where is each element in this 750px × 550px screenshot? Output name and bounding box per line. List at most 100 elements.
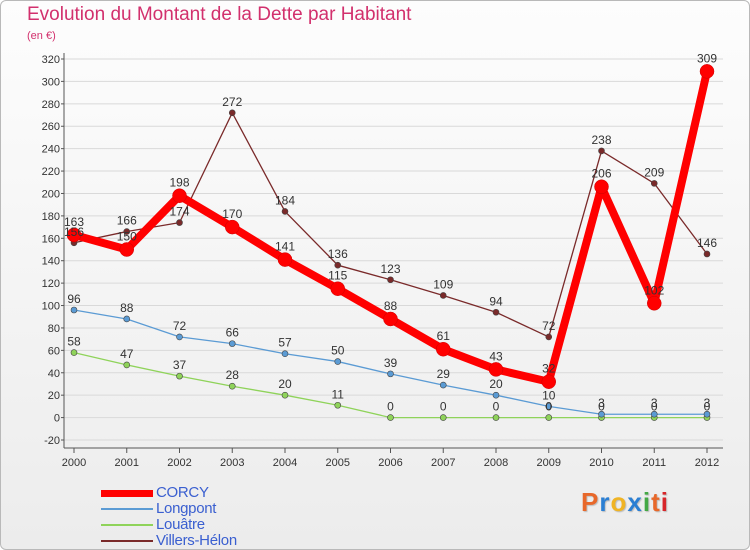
data-point-corcy <box>277 252 293 267</box>
data-label-villers-helon: 136 <box>328 247 348 261</box>
data-point-villers-helon <box>703 250 711 258</box>
data-label-longpont: 88 <box>120 301 134 315</box>
data-label-corcy: 170 <box>222 207 242 221</box>
y-tick-label: 220 <box>42 166 60 178</box>
data-label-corcy: 309 <box>697 51 717 65</box>
data-label-villers-helon: 94 <box>489 294 503 308</box>
data-label-louatre: 0 <box>651 400 658 414</box>
data-point-longpont <box>281 350 289 358</box>
x-tick-label: 2002 <box>167 457 191 469</box>
data-point-corcy <box>66 227 82 243</box>
data-label-corcy: 102 <box>644 283 664 297</box>
x-tick-label: 2011 <box>642 457 666 469</box>
x-tick-label: 2012 <box>695 457 719 469</box>
logo-letter: r <box>599 487 611 517</box>
y-tick-label: 120 <box>42 278 60 290</box>
data-point-villers-helon <box>281 208 289 215</box>
data-point-longpont <box>387 370 394 378</box>
data-label-louatre: 0 <box>493 400 500 414</box>
data-point-corcy <box>488 362 504 377</box>
data-point-longpont <box>545 403 553 410</box>
y-tick-label: 200 <box>42 188 60 200</box>
data-point-longpont <box>334 358 342 365</box>
series-line-corcy <box>70 67 711 386</box>
data-label-longpont: 10 <box>542 388 556 402</box>
data-point-longpont <box>176 333 183 341</box>
data-label-villers-helon: 146 <box>697 236 717 250</box>
y-tick-label: 320 <box>42 54 60 66</box>
data-point-louatre <box>545 414 553 421</box>
data-label-louatre: 0 <box>545 400 552 414</box>
logo-letter: t <box>651 487 661 517</box>
data-point-corcy <box>699 64 715 79</box>
chart-unit-subtitle: (en €) <box>27 30 56 42</box>
data-label-longpont: 3 <box>598 396 605 410</box>
x-tick-label: 2010 <box>589 457 613 469</box>
proxiti-logo: Proxiti <box>581 487 669 518</box>
data-label-villers-helon: 166 <box>117 214 137 228</box>
data-point-villers-helon <box>334 261 342 269</box>
x-tick-label: 2007 <box>431 457 455 469</box>
logo-letter: P <box>581 487 600 517</box>
data-label-villers-helon: 72 <box>542 319 556 333</box>
data-label-villers-helon: 109 <box>433 277 453 291</box>
data-point-corcy <box>330 281 345 296</box>
data-point-villers-helon <box>545 333 553 341</box>
axes <box>61 53 723 453</box>
data-point-corcy <box>541 374 556 389</box>
data-label-corcy: 61 <box>437 329 451 343</box>
y-tick-label: 60 <box>48 345 60 357</box>
y-tick-label: 100 <box>42 301 60 313</box>
data-labels: 58 47 37 28 20 11 0 0 0 0 0 0 0 96 88 72 66 57 50 39 29 20 10 3… <box>64 51 717 413</box>
x-tick-label: 2005 <box>326 457 350 469</box>
data-label-louatre: 0 <box>598 400 605 414</box>
series-group <box>66 64 715 421</box>
data-point-louatre <box>228 382 236 390</box>
data-point-villers-helon <box>387 276 394 284</box>
legend-label-villers-helon: Villers-Hélon <box>156 532 237 549</box>
data-point-corcy <box>172 188 187 203</box>
y-tick-label: 0 <box>54 413 60 425</box>
data-point-corcy <box>647 296 662 311</box>
data-label-longpont: 66 <box>226 326 240 340</box>
data-label-villers-helon: 238 <box>591 133 611 147</box>
data-label-longpont: 57 <box>278 336 292 350</box>
y-tick-label: 300 <box>42 76 60 88</box>
legend-label-corcy: CORCY <box>156 484 209 501</box>
data-label-longpont: 3 <box>651 396 658 410</box>
data-label-louatre: 0 <box>387 400 394 414</box>
logo-letter: o <box>610 487 628 517</box>
legend-label-louatre: Louâtre <box>156 516 205 533</box>
logo-letter: i <box>660 487 669 517</box>
data-label-villers-helon: 174 <box>169 205 189 219</box>
data-label-longpont: 72 <box>173 319 187 333</box>
x-tick-label: 2003 <box>220 457 244 469</box>
data-point-longpont <box>439 381 447 389</box>
logo-letter: x <box>627 487 643 517</box>
data-point-louatre <box>492 414 500 421</box>
data-point-villers-helon <box>598 147 605 155</box>
data-label-corcy: 150 <box>117 230 137 244</box>
data-label-corcy: 43 <box>489 349 503 363</box>
data-label-louatre: 0 <box>440 400 447 414</box>
data-point-villers-helon <box>228 109 236 117</box>
data-point-longpont <box>70 306 78 314</box>
data-label-louatre: 47 <box>120 347 134 361</box>
y-tick-label: 80 <box>48 323 60 335</box>
y-tick-label: 240 <box>42 144 60 156</box>
data-label-louatre: 0 <box>704 400 711 414</box>
data-point-louatre <box>123 361 131 369</box>
data-point-louatre <box>176 372 183 380</box>
y-tick-label: 180 <box>42 211 60 223</box>
legend-swatch-villers-helon <box>101 540 153 542</box>
data-label-longpont: 29 <box>437 367 451 381</box>
data-label-louatre: 28 <box>226 368 240 382</box>
data-label-longpont: 3 <box>704 396 711 410</box>
data-point-longpont <box>703 410 711 418</box>
data-label-corcy: 206 <box>591 167 611 181</box>
y-tick-label: 20 <box>48 390 60 402</box>
data-point-corcy <box>383 311 398 327</box>
data-point-villers-helon <box>176 219 183 226</box>
data-point-louatre <box>281 391 289 399</box>
